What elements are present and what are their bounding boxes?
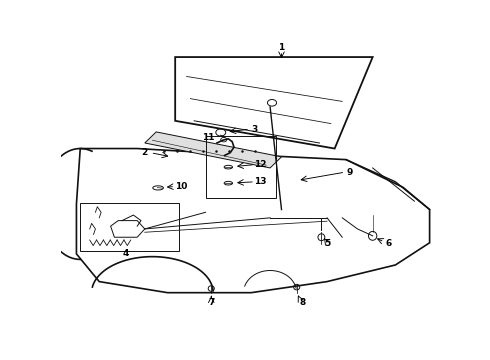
Bar xyxy=(206,136,276,198)
Text: 7: 7 xyxy=(208,298,215,307)
Text: 3: 3 xyxy=(252,125,258,134)
Text: 8: 8 xyxy=(299,298,306,307)
Text: 1: 1 xyxy=(278,43,285,52)
Polygon shape xyxy=(145,132,281,168)
Text: 9: 9 xyxy=(346,168,353,177)
Text: 13: 13 xyxy=(254,177,267,186)
Text: 6: 6 xyxy=(386,239,392,248)
Text: 4: 4 xyxy=(122,248,129,257)
Text: 11: 11 xyxy=(202,133,215,142)
Text: 2: 2 xyxy=(142,148,148,157)
Text: 5: 5 xyxy=(324,239,330,248)
Bar xyxy=(80,203,179,251)
Text: 12: 12 xyxy=(254,160,267,169)
Text: 10: 10 xyxy=(174,182,187,191)
